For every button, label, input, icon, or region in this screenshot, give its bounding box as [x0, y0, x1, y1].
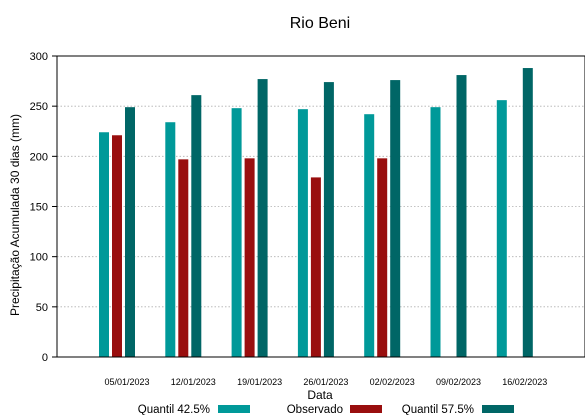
x-tick-label: 02/02/2023	[370, 377, 415, 387]
y-tick-label: 200	[30, 151, 48, 163]
bar-quantil-57-5-3	[257, 79, 268, 358]
grid-lines	[57, 105, 585, 308]
x-tick-label: 19/01/2023	[237, 377, 282, 387]
x-tick-label: 16/02/2023	[502, 377, 547, 387]
y-tick-label: 100	[30, 252, 48, 264]
x-axis-label: Data	[307, 388, 333, 402]
bar-quantil-57-5-1	[125, 107, 135, 357]
legend-swatch	[350, 405, 382, 413]
y-axis-ticks: 0 50 100 150 200 250 300	[30, 51, 57, 364]
y-axis-label: Precipitação Acumulada 30 dias (mm)	[8, 114, 22, 316]
y-tick-label: 300	[30, 51, 48, 63]
bar-observado-5	[377, 158, 388, 357]
y-tick-label: 50	[36, 302, 48, 314]
legend-label: Observado	[287, 404, 343, 415]
y-tick-label: 250	[30, 101, 48, 113]
bar-quantil-57-5-7	[522, 68, 533, 357]
x-tick-label: 12/01/2023	[171, 377, 216, 387]
bar-quantil-42-5-4	[297, 109, 308, 357]
bar-quantil-42-5-2	[165, 122, 176, 357]
bar-quantil-42-5-6	[430, 107, 441, 357]
bar-quantil-42-5-5	[364, 114, 375, 358]
bars	[99, 68, 533, 358]
x-tick-label: 05/01/2023	[104, 377, 149, 387]
legend-swatch	[482, 405, 514, 413]
bar-observado-3	[244, 158, 255, 357]
bar-quantil-57-5-4	[323, 82, 334, 357]
bar-observado-2	[178, 159, 189, 357]
bar-quantil-42-5-3	[231, 108, 242, 357]
bar-quantil-57-5-2	[191, 95, 202, 357]
legend: Quantil 42.5% Observado Quantil 57.5%	[138, 404, 514, 415]
x-axis-ticks: 05/01/2023 12/01/2023 19/01/2023 26/01/2023…	[104, 377, 547, 387]
bar-quantil-42-5-1	[99, 132, 109, 357]
legend-label: Quantil 42.5%	[138, 404, 210, 415]
y-tick-label: 0	[42, 352, 48, 364]
bar-quantil-42-5-7	[496, 100, 507, 357]
x-tick-label: 26/01/2023	[303, 377, 348, 387]
chart-title: Rio Beni	[290, 15, 350, 32]
bar-quantil-57-5-6	[456, 75, 467, 358]
bar-observado-4	[310, 177, 321, 357]
bar-quantil-57-5-5	[390, 80, 401, 357]
y-tick-label: 150	[30, 202, 48, 214]
legend-label: Quantil 57.5%	[402, 404, 474, 415]
legend-swatch	[218, 405, 250, 413]
bar-observado-1	[112, 135, 122, 357]
x-tick-label: 09/02/2023	[436, 377, 481, 387]
